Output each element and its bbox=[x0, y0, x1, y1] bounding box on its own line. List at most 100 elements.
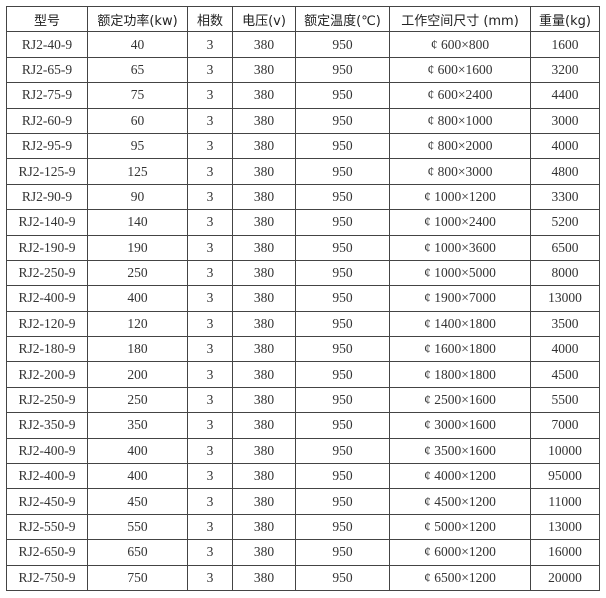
cell-model: RJ2-750-9 bbox=[6, 564, 88, 591]
cell-temperature: 950 bbox=[295, 158, 390, 185]
cell-power: 140 bbox=[87, 209, 188, 236]
cell-temperature: 950 bbox=[295, 132, 390, 160]
cell-temperature: 950 bbox=[295, 183, 390, 211]
cell-power: 40 bbox=[87, 31, 188, 58]
cell-power: 750 bbox=[87, 564, 188, 591]
cell-power: 450 bbox=[87, 488, 188, 515]
cell-voltage: 380 bbox=[232, 183, 296, 211]
cell-temperature: 950 bbox=[295, 285, 390, 312]
table-row: RJ2-180-9 180 3 380 950 ¢ 1600×1800 4000 bbox=[6, 336, 600, 363]
cell-workspace-size: ¢ 1800×1800 bbox=[389, 361, 531, 388]
table-row: RJ2-60-9 60 3 380 950 ¢ 800×1000 3000 bbox=[6, 107, 600, 134]
cell-model: RJ2-60-9 bbox=[6, 107, 88, 134]
cell-temperature: 950 bbox=[295, 31, 390, 58]
table-row: RJ2-650-9 650 3 380 950 ¢ 6000×1200 16000 bbox=[6, 539, 600, 566]
cell-voltage: 380 bbox=[232, 488, 296, 515]
cell-power: 60 bbox=[87, 107, 188, 134]
cell-model: RJ2-190-9 bbox=[6, 234, 88, 261]
cell-voltage: 380 bbox=[232, 513, 296, 541]
table-row: RJ2-450-9 450 3 380 950 ¢ 4500×1200 11000 bbox=[6, 488, 600, 515]
cell-phase: 3 bbox=[187, 132, 233, 160]
cell-weight: 4000 bbox=[530, 336, 600, 363]
cell-model: RJ2-40-9 bbox=[6, 31, 88, 58]
cell-power: 120 bbox=[87, 310, 188, 338]
cell-voltage: 380 bbox=[232, 564, 296, 591]
cell-workspace-size: ¢ 800×1000 bbox=[389, 107, 531, 134]
cell-power: 200 bbox=[87, 361, 188, 388]
cell-workspace-size: ¢ 600×800 bbox=[389, 31, 531, 58]
cell-temperature: 950 bbox=[295, 564, 390, 591]
cell-temperature: 950 bbox=[295, 82, 390, 109]
cell-phase: 3 bbox=[187, 56, 233, 84]
cell-temperature: 950 bbox=[295, 107, 390, 134]
cell-workspace-size: ¢ 1900×7000 bbox=[389, 285, 531, 312]
cell-workspace-size: ¢ 2500×1600 bbox=[389, 386, 531, 414]
cell-phase: 3 bbox=[187, 310, 233, 338]
cell-phase: 3 bbox=[187, 209, 233, 236]
cell-phase: 3 bbox=[187, 82, 233, 109]
cell-phase: 3 bbox=[187, 336, 233, 363]
cell-model: RJ2-90-9 bbox=[6, 183, 88, 211]
cell-workspace-size: ¢ 3500×1600 bbox=[389, 437, 531, 465]
column-header-model: 型号 bbox=[6, 5, 88, 33]
cell-phase: 3 bbox=[187, 437, 233, 465]
table-row: RJ2-400-9 400 3 380 950 ¢ 1900×7000 13000 bbox=[6, 285, 600, 312]
cell-voltage: 380 bbox=[232, 336, 296, 363]
cell-weight: 3500 bbox=[530, 310, 600, 338]
cell-phase: 3 bbox=[187, 183, 233, 211]
cell-temperature: 950 bbox=[295, 209, 390, 236]
cell-phase: 3 bbox=[187, 285, 233, 312]
cell-weight: 4000 bbox=[530, 132, 600, 160]
cell-power: 180 bbox=[87, 336, 188, 363]
column-header-phase: 相数 bbox=[187, 5, 233, 33]
cell-power: 400 bbox=[87, 463, 188, 490]
cell-model: RJ2-650-9 bbox=[6, 539, 88, 566]
cell-workspace-size: ¢ 1000×1200 bbox=[389, 183, 531, 211]
cell-voltage: 380 bbox=[232, 259, 296, 287]
spec-table: 型号 额定功率(kw) 相数 电压(v) 额定温度(℃) 工作空间尺寸 (mm) 重量(kg… bbox=[6, 5, 600, 591]
table-row: RJ2-140-9 140 3 380 950 ¢ 1000×2400 5200 bbox=[6, 209, 600, 236]
cell-model: RJ2-250-9 bbox=[6, 259, 88, 287]
cell-power: 190 bbox=[87, 234, 188, 261]
cell-workspace-size: ¢ 600×2400 bbox=[389, 82, 531, 109]
table-row: RJ2-75-9 75 3 380 950 ¢ 600×2400 4400 bbox=[6, 82, 600, 109]
table-row: RJ2-90-9 90 3 380 950 ¢ 1000×1200 3300 bbox=[6, 183, 600, 211]
cell-workspace-size: ¢ 4500×1200 bbox=[389, 488, 531, 515]
cell-weight: 8000 bbox=[530, 259, 600, 287]
cell-weight: 95000 bbox=[530, 463, 600, 490]
table-row: RJ2-350-9 350 3 380 950 ¢ 3000×1600 7000 bbox=[6, 412, 600, 439]
cell-workspace-size: ¢ 6500×1200 bbox=[389, 564, 531, 591]
cell-power: 650 bbox=[87, 539, 188, 566]
column-header-workspace-size: 工作空间尺寸 (mm) bbox=[389, 5, 531, 33]
table-row: RJ2-125-9 125 3 380 950 ¢ 800×3000 4800 bbox=[6, 158, 600, 185]
cell-power: 250 bbox=[87, 259, 188, 287]
cell-voltage: 380 bbox=[232, 56, 296, 84]
cell-model: RJ2-125-9 bbox=[6, 158, 88, 185]
cell-model: RJ2-95-9 bbox=[6, 132, 88, 160]
cell-temperature: 950 bbox=[295, 361, 390, 388]
cell-model: RJ2-400-9 bbox=[6, 463, 88, 490]
cell-weight: 3200 bbox=[530, 56, 600, 84]
cell-voltage: 380 bbox=[232, 107, 296, 134]
cell-workspace-size: ¢ 800×3000 bbox=[389, 158, 531, 185]
table-row: RJ2-550-9 550 3 380 950 ¢ 5000×1200 13000 bbox=[6, 513, 600, 541]
cell-workspace-size: ¢ 5000×1200 bbox=[389, 513, 531, 541]
cell-voltage: 380 bbox=[232, 82, 296, 109]
cell-model: RJ2-75-9 bbox=[6, 82, 88, 109]
cell-voltage: 380 bbox=[232, 209, 296, 236]
table-row: RJ2-250-9 250 3 380 950 ¢ 1000×5000 8000 bbox=[6, 259, 600, 287]
cell-voltage: 380 bbox=[232, 158, 296, 185]
cell-weight: 3300 bbox=[530, 183, 600, 211]
cell-phase: 3 bbox=[187, 463, 233, 490]
table-row: RJ2-200-9 200 3 380 950 ¢ 1800×1800 4500 bbox=[6, 361, 600, 388]
cell-weight: 13000 bbox=[530, 513, 600, 541]
cell-workspace-size: ¢ 4000×1200 bbox=[389, 463, 531, 490]
table-row: RJ2-65-9 65 3 380 950 ¢ 600×1600 3200 bbox=[6, 56, 600, 84]
table-row: RJ2-400-9 400 3 380 950 ¢ 4000×1200 95000 bbox=[6, 463, 600, 490]
cell-power: 125 bbox=[87, 158, 188, 185]
cell-voltage: 380 bbox=[232, 412, 296, 439]
cell-weight: 20000 bbox=[530, 564, 600, 591]
cell-voltage: 380 bbox=[232, 31, 296, 58]
cell-temperature: 950 bbox=[295, 56, 390, 84]
cell-power: 75 bbox=[87, 82, 188, 109]
